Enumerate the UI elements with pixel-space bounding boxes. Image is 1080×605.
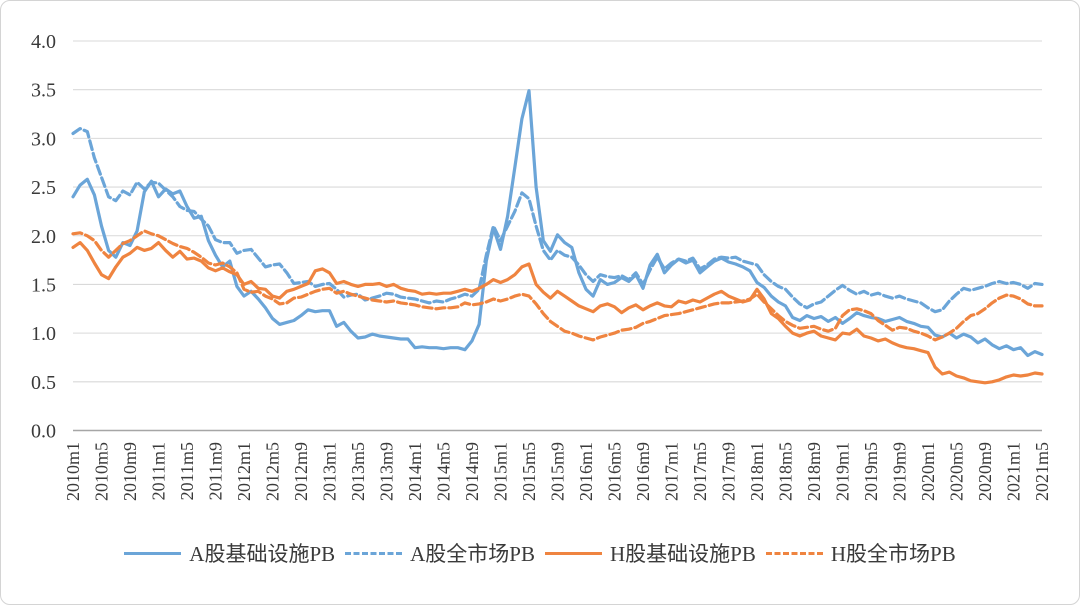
y-axis-tick-label: 1.0 bbox=[31, 323, 56, 345]
x-axis-tick-label: 2015m5 bbox=[519, 442, 539, 501]
x-axis-tick-label: 2017m5 bbox=[690, 442, 710, 501]
legend-item-label: A股全市场PB bbox=[410, 542, 535, 566]
x-axis-tick-label: 2018m1 bbox=[747, 442, 767, 501]
x-axis-tick-label: 2012m9 bbox=[291, 442, 311, 501]
x-axis-tick-label: 2019m1 bbox=[833, 442, 853, 501]
series-line-1 bbox=[71, 126, 1044, 314]
x-axis-tick-label: 2020m5 bbox=[947, 442, 967, 501]
x-axis-tick-label: 2013m1 bbox=[320, 442, 340, 501]
y-axis-tick-label: 3.5 bbox=[31, 80, 56, 102]
legend-item-label: H股基础设施PB bbox=[610, 542, 756, 566]
x-axis-tick-label: 2014m1 bbox=[405, 442, 425, 501]
series-line-2 bbox=[71, 241, 1044, 385]
x-axis-tick-label: 2012m5 bbox=[263, 442, 283, 501]
y-axis-tick-label: 0.5 bbox=[31, 372, 56, 394]
series-line-0 bbox=[71, 89, 1044, 358]
x-axis-tick-label: 2011m1 bbox=[149, 442, 169, 500]
y-axis-tick-label: 0.0 bbox=[31, 421, 56, 443]
x-axis-tick-label: 2018m9 bbox=[804, 442, 824, 501]
x-axis-tick-label: 2010m9 bbox=[120, 442, 140, 501]
x-axis-tick-label: 2019m5 bbox=[861, 442, 881, 501]
x-axis-tick-label: 2014m5 bbox=[434, 442, 454, 501]
x-axis-tick-label: 2021m1 bbox=[1004, 442, 1024, 501]
legend-item-2: H股基础设施PB bbox=[545, 538, 756, 568]
x-axis-tick-label: 2012m1 bbox=[234, 442, 254, 501]
y-axis-tick-label: 1.5 bbox=[31, 274, 56, 296]
series-line-3 bbox=[71, 229, 1044, 342]
x-axis-tick-label: 2018m5 bbox=[776, 442, 796, 501]
x-axis-tick-label: 2014m9 bbox=[462, 442, 482, 501]
legend-item-label: A股基础设施PB bbox=[189, 542, 336, 566]
x-axis-tick-label: 2013m5 bbox=[348, 442, 368, 501]
chart-legend: A股基础设施PB A股全市场PB H股基础设施PB H股全市场PB bbox=[1, 538, 1079, 568]
x-axis-tick-label: 2016m9 bbox=[633, 442, 653, 501]
legend-item-1: A股全市场PB bbox=[345, 538, 535, 568]
x-axis-tick-label: 2015m1 bbox=[491, 442, 511, 501]
x-axis-tick-label: 2019m9 bbox=[890, 442, 910, 501]
legend-line-sample bbox=[545, 551, 602, 555]
legend-line-sample bbox=[765, 551, 823, 555]
y-axis-tick-label: 4.0 bbox=[31, 31, 56, 53]
x-axis-tick-label: 2010m5 bbox=[92, 442, 112, 501]
x-axis-tick-label: 2021m5 bbox=[1032, 442, 1052, 501]
x-axis-tick-label: 2017m9 bbox=[719, 442, 739, 501]
x-axis-tick-label: 2020m1 bbox=[918, 442, 938, 501]
x-axis-tick-label: 2016m1 bbox=[576, 442, 596, 501]
x-axis-tick-label: 2013m9 bbox=[377, 442, 397, 501]
legend-line-sample bbox=[124, 551, 182, 555]
x-axis-tick-label: 2015m9 bbox=[548, 442, 568, 501]
x-axis-tick-label: 2016m5 bbox=[605, 442, 625, 501]
legend-item-3: H股全市场PB bbox=[765, 538, 956, 568]
legend-line-sample bbox=[345, 551, 403, 555]
x-axis-tick-label: 2011m9 bbox=[206, 442, 226, 500]
y-axis-tick-label: 2.5 bbox=[31, 177, 56, 199]
x-axis-tick-label: 2017m1 bbox=[662, 442, 682, 501]
x-axis-tick-label: 2011m5 bbox=[177, 442, 197, 500]
x-axis-tick-label: 2020m9 bbox=[975, 442, 995, 501]
y-axis-tick-label: 3.0 bbox=[31, 128, 56, 150]
y-axis-tick-label: 2.0 bbox=[31, 226, 56, 248]
x-axis-tick-label: 2010m1 bbox=[63, 442, 83, 501]
legend-item-0: A股基础设施PB bbox=[124, 538, 335, 568]
legend-item-label: H股全市场PB bbox=[830, 542, 956, 566]
